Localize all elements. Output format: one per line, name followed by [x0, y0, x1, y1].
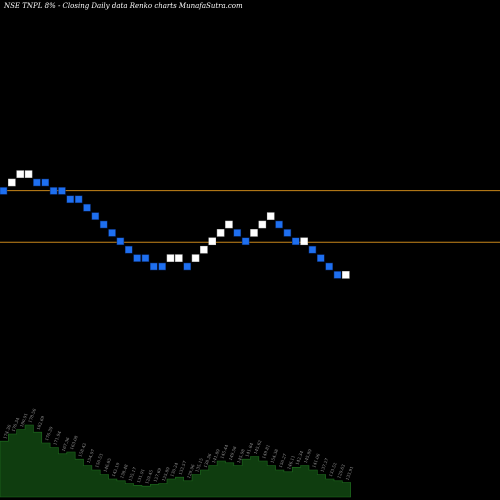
- renko-brick-down: [58, 187, 66, 195]
- chart-header: NSE TNPL 8% - Closing Daily data Renko c…: [4, 2, 243, 10]
- volume-label: 150.53: [94, 453, 104, 469]
- volume-label: 150.27: [278, 453, 288, 469]
- volume-label: 133.91: [345, 465, 355, 481]
- renko-brick-down: [141, 254, 150, 262]
- renko-brick-down: [158, 262, 166, 271]
- renko-brick-down: [233, 229, 242, 237]
- volume-area-shape: [0, 424, 352, 498]
- volume-label: 129.63: [336, 463, 346, 479]
- renko-brick-up: [266, 212, 275, 220]
- volume-label: 125.89: [161, 466, 171, 482]
- volume-label: 154.97: [86, 448, 96, 464]
- volume-label: 138.48: [119, 463, 129, 479]
- renko-brick-down: [49, 187, 58, 195]
- volume-label: 176.34: [11, 417, 21, 433]
- reference-lines: [0, 190, 500, 243]
- renko-brick-up: [258, 220, 267, 229]
- volume-label: 137.27: [320, 457, 330, 473]
- renko-brick-down: [66, 195, 75, 204]
- renko-brick-up: [250, 229, 258, 237]
- volume-label: 174.36: [2, 424, 12, 440]
- volume-label: 154.38: [269, 448, 279, 464]
- renko-brick-down: [133, 254, 141, 262]
- renko-brick-down: [99, 220, 108, 229]
- renko-brick-down: [91, 212, 100, 220]
- renko-brick-down: [108, 229, 116, 237]
- volume-label: 141.84: [244, 442, 254, 458]
- renko-brick-down: [275, 220, 283, 229]
- renko-brick-down: [292, 237, 300, 246]
- renko-brick-down: [325, 262, 333, 271]
- renko-brick-down: [317, 254, 325, 262]
- renko-brick-up: [200, 245, 208, 254]
- volume-panel: [0, 424, 352, 498]
- renko-brick-down: [125, 245, 133, 254]
- renko-brick-up: [216, 229, 225, 237]
- volume-label: 127.69: [153, 467, 163, 483]
- volume-label: 163.08: [69, 435, 79, 451]
- volume-label: 142.19: [111, 462, 121, 478]
- renko-brick-up: [8, 178, 16, 187]
- volume-label: 146.85: [102, 457, 112, 473]
- renko-brick-up: [166, 254, 175, 262]
- volume-label: 146.11: [286, 454, 296, 470]
- volume-label: 133.57: [178, 460, 188, 476]
- renko-brick-up: [208, 237, 216, 246]
- volume-labels: 174.36176.34180.91178.56182.69176.39171.…: [2, 408, 354, 485]
- renko-brick-down: [41, 178, 49, 187]
- volume-label: 158.42: [77, 442, 87, 458]
- renko-brick-down: [333, 271, 342, 279]
- renko-brick-down: [83, 203, 91, 212]
- volume-label: 129.45: [144, 469, 154, 485]
- volume-label: 138.36: [203, 453, 213, 469]
- volume-label: 180.91: [19, 412, 29, 428]
- renko-brick-up: [300, 237, 308, 246]
- renko-brick-up: [24, 170, 33, 178]
- renko-brick-down: [308, 245, 317, 254]
- renko-brick-down: [116, 237, 125, 246]
- renko-brick-down: [0, 187, 8, 195]
- volume-label: 171.94: [52, 430, 62, 446]
- renko-brick-down: [241, 237, 250, 246]
- volume-label: 167.36: [61, 436, 71, 452]
- volume-label: 129.96: [186, 463, 196, 479]
- renko-brick-down: [33, 178, 41, 187]
- renko-brick-up: [175, 254, 183, 262]
- volume-label: 145.44: [219, 444, 229, 460]
- renko-brick-up: [225, 220, 233, 229]
- renko-brick-down: [283, 229, 292, 237]
- volume-label: 142.34: [294, 450, 304, 466]
- renko-brick-up: [16, 170, 24, 178]
- volume-label: 135.15: [194, 457, 204, 473]
- volume-label: 178.56: [27, 408, 37, 424]
- volume-label: 141.06: [311, 453, 321, 469]
- volume-label: 141.89: [211, 448, 221, 464]
- volume-label: 131.91: [136, 468, 146, 484]
- renko-brick-up: [342, 271, 350, 279]
- volume-label: 133.52: [328, 462, 338, 478]
- volume-label: 145.62: [253, 439, 263, 455]
- volume-label: 130.24: [169, 462, 179, 478]
- volume-label: 149.58: [228, 445, 238, 461]
- renko-brick-down: [74, 195, 83, 204]
- renko-brick-up: [191, 254, 200, 262]
- volume-label: 145.89: [303, 448, 313, 464]
- volume-label: 135.17: [127, 466, 137, 482]
- volume-label: 176.39: [44, 426, 54, 442]
- renko-brick-down: [183, 262, 191, 271]
- volume-label: 149.81: [261, 444, 271, 460]
- volume-label: 145.98: [236, 448, 246, 464]
- renko-bricks: [0, 170, 350, 279]
- volume-label: 182.69: [36, 415, 46, 431]
- renko-brick-down: [150, 262, 158, 271]
